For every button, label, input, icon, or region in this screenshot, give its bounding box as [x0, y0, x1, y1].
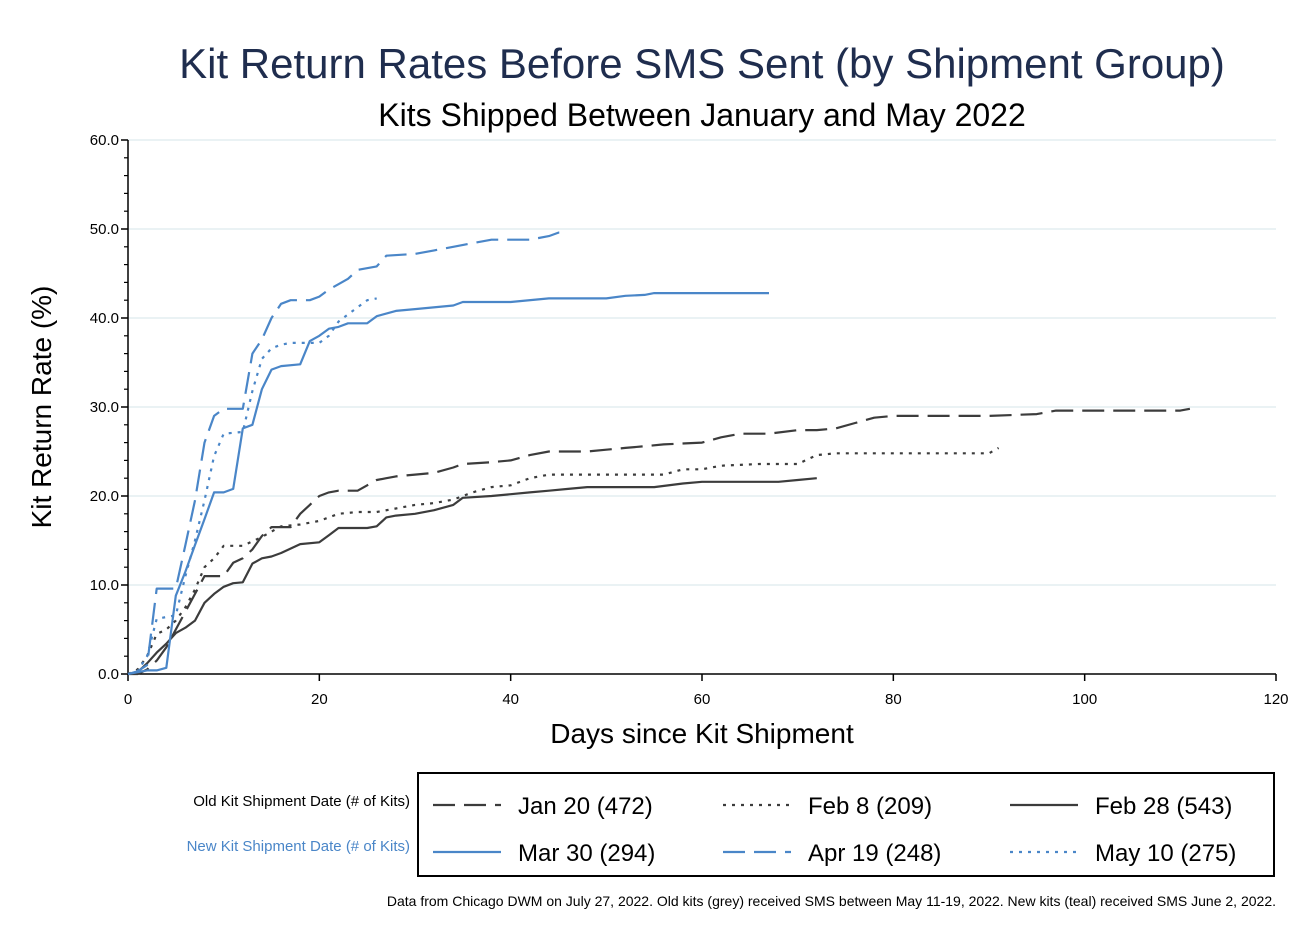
x-tick-label: 0 — [124, 691, 132, 708]
x-tick-label: 120 — [1263, 691, 1288, 708]
series-line-6 — [127, 297, 377, 676]
x-tick-label: 40 — [502, 691, 519, 708]
legend-label-6: May 10 (275) — [1095, 840, 1236, 867]
x-tick-label: 80 — [885, 691, 902, 708]
y-tick-label: 0.0 — [98, 666, 119, 683]
x-tick-label: 60 — [694, 691, 711, 708]
series-line-4 — [127, 292, 769, 676]
plot-area — [127, 231, 1191, 676]
y-tick-label: 20.0 — [90, 488, 119, 505]
y-axis-label: Kit Return Rate (%) — [26, 286, 57, 529]
legend-group-old-label: Old Kit Shipment Date (# of Kits) — [193, 793, 410, 810]
legend-label-1: Jan 20 (472) — [518, 793, 653, 820]
y-tick-label: 60.0 — [90, 132, 119, 149]
series-line-3 — [127, 477, 817, 676]
legend-label-2: Feb 8 (209) — [808, 793, 932, 820]
series-line-2 — [127, 446, 1000, 675]
legend-label-3: Feb 28 (543) — [1095, 793, 1232, 820]
x-tick-label: 20 — [311, 691, 328, 708]
y-tick-label: 50.0 — [90, 221, 119, 238]
x-axis-label: Days since Kit Shipment — [550, 718, 854, 749]
legend-group-new-label: New Kit Shipment Date (# of Kits) — [187, 838, 410, 855]
y-tick-label: 30.0 — [90, 399, 119, 416]
y-tick-label: 10.0 — [90, 577, 119, 594]
legend-label-5: Apr 19 (248) — [808, 840, 941, 867]
legend-box — [417, 772, 1275, 877]
series-line-5 — [127, 231, 569, 676]
axes: 0.0 10.0 20.0 30.0 40.0 50.0 60.0 0 20 40 60 80 100 1… — [90, 132, 1289, 708]
chart-subtitle: Kits Shipped Between January and May 202… — [378, 97, 1026, 133]
y-tick-label: 40.0 — [90, 310, 119, 327]
legend-label-4: Mar 30 (294) — [518, 840, 655, 867]
legend: Jan 20 (472) Feb 8 (209) Feb 28 (543) Mar 3… — [433, 793, 1236, 867]
chart-title: Kit Return Rates Before SMS Sent (by Shi… — [179, 40, 1225, 87]
chart-note: Data from Chicago DWM on July 27, 2022. … — [387, 893, 1276, 909]
series-line-1 — [128, 407, 1191, 676]
x-tick-label: 100 — [1072, 691, 1097, 708]
